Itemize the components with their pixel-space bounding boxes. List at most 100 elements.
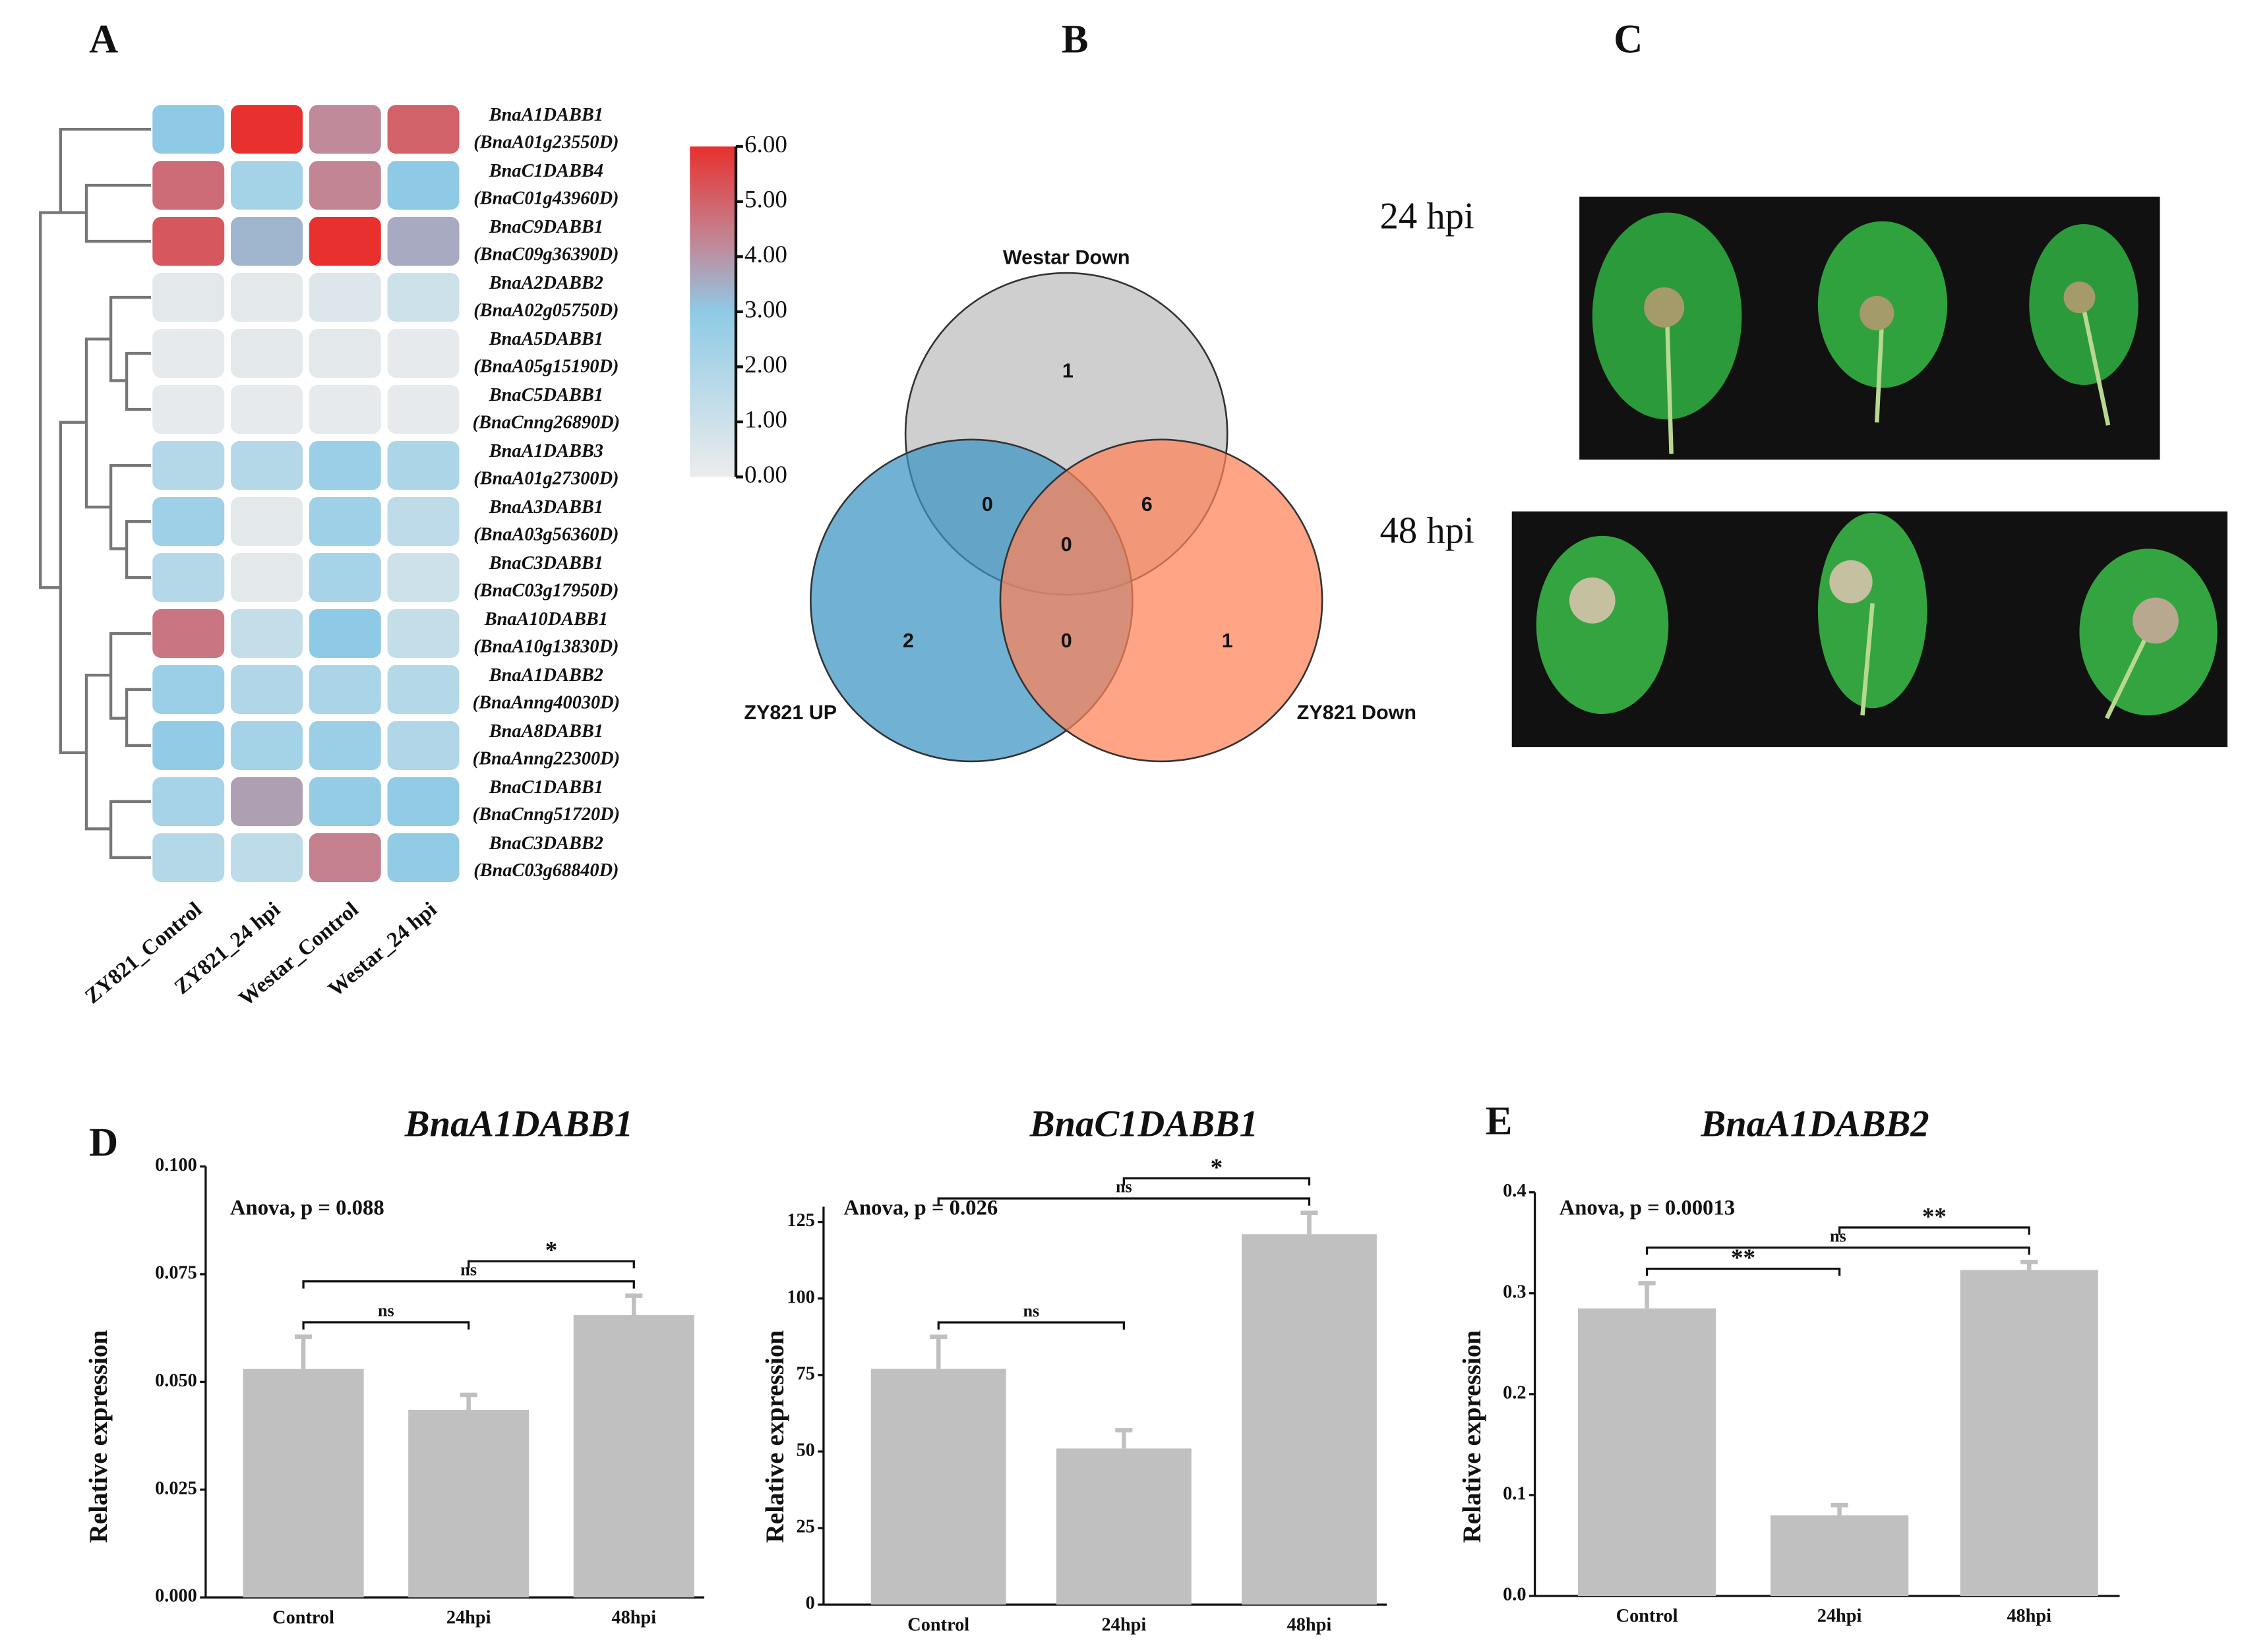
row-label: BnaA2DABB2: [489, 273, 603, 293]
heatmap-cell: [387, 440, 460, 490]
panel-label: B: [1062, 17, 1089, 61]
colorbar-label: 2.00: [744, 351, 787, 378]
row-id: (BnaCnng51720D): [473, 804, 620, 825]
heatmap-cell: [152, 329, 225, 378]
bar: [1770, 1515, 1909, 1597]
heatmap-cell: [152, 777, 225, 826]
heatmap-cell: [231, 217, 303, 266]
heatmap-cell: [387, 217, 460, 266]
y-axis-label: Relative expression: [761, 1330, 789, 1543]
heatmap-cell: [387, 608, 460, 659]
bar: [1577, 1308, 1716, 1597]
annotation: Anova, p = 0.026: [843, 1196, 998, 1220]
heatmap-cell: [309, 273, 381, 322]
significance-label: ns: [378, 1301, 394, 1320]
panel-label: A: [89, 17, 118, 61]
heatmap-cell: [152, 608, 225, 659]
heatmap-cell: [152, 496, 225, 546]
venn-count: 0: [982, 493, 993, 516]
y-tick-label: 50: [797, 1440, 815, 1460]
heatmap-cell: [309, 833, 381, 882]
heatmap-cell: [387, 105, 460, 154]
colorbar-label: 0.00: [744, 461, 787, 488]
heatmap-cell: [231, 777, 303, 826]
error-bar: [294, 1334, 313, 1369]
error-bar: [625, 1293, 643, 1315]
x-tick-label: 24hpi: [1102, 1614, 1147, 1635]
x-tick-label: 48hpi: [2007, 1606, 2051, 1626]
row-label: BnaA1DABB1: [489, 105, 603, 125]
row-label: BnaA8DABB1: [489, 721, 603, 742]
error-bar: [1115, 1428, 1133, 1449]
x-tick-label: 48hpi: [1287, 1614, 1332, 1635]
row-id: (BnaC01g43960D): [473, 188, 619, 208]
heatmap-cell: [309, 552, 381, 603]
row-label: BnaA1DABB2: [489, 665, 603, 686]
row-label: BnaC1DABB1: [489, 777, 603, 798]
heatmap-cell: [309, 721, 381, 771]
bar: [1056, 1448, 1192, 1605]
row-label: BnaC3DABB1: [489, 553, 603, 574]
bar: [243, 1369, 364, 1598]
row-id: (BnaA02g05750D): [473, 300, 619, 320]
significance-bracket: [937, 1197, 1311, 1206]
colorbar-label: 4.00: [744, 241, 787, 268]
heatmap-cell: [309, 385, 381, 434]
row-id: (BnaC03g17950D): [473, 580, 619, 601]
y-tick-label: 0.000: [155, 1586, 197, 1607]
heatmap-cell: [309, 161, 381, 210]
row-label: BnaC5DABB1: [489, 385, 603, 405]
heatmap-cell: [309, 608, 381, 659]
panel-label: E: [1486, 1099, 1513, 1143]
row-id: (BnaA03g56360D): [473, 524, 619, 545]
y-tick-label: 0.100: [155, 1155, 197, 1175]
heatmap-cell: [231, 608, 303, 659]
venn-count: 2: [903, 630, 914, 652]
bar: [573, 1314, 694, 1598]
panel-label: C: [1614, 17, 1643, 61]
heatmap-cell: [152, 552, 225, 603]
row-label: BnaC3DABB2: [489, 833, 603, 854]
x-tick-label: Control: [272, 1607, 334, 1628]
y-tick-label: 0.0: [1503, 1585, 1526, 1605]
venn-count: 0: [1061, 533, 1072, 556]
y-tick-label: 0.075: [155, 1262, 197, 1283]
heatmap-cell: [309, 777, 381, 826]
y-tick-label: 0.3: [1503, 1282, 1526, 1302]
row-label: BnaA10DABB1: [484, 609, 608, 630]
y-tick-label: 75: [797, 1363, 815, 1384]
y-tick-label: 100: [787, 1287, 814, 1307]
significance-bracket: [937, 1321, 1125, 1330]
heatmap-cell: [231, 161, 303, 210]
error-bar: [1300, 1210, 1318, 1235]
bar: [1960, 1270, 2098, 1597]
colorbar: [690, 146, 736, 477]
significance-bracket: [302, 1280, 635, 1289]
heatmap-cell: [231, 105, 303, 154]
heatmap-cell: [309, 440, 381, 490]
row-label: BnaA5DABB1: [489, 329, 603, 349]
heatmap-cell: [152, 273, 225, 322]
y-tick-label: 0.050: [155, 1371, 197, 1391]
significance-label: ns: [1023, 1301, 1039, 1320]
heatmap-cell: [231, 329, 303, 378]
heatmap-cell: [387, 833, 460, 882]
heatmap-cell: [231, 496, 303, 546]
venn-circle: [999, 438, 1323, 763]
y-tick-label: 0.4: [1503, 1181, 1526, 1201]
venn-set-label: Westar Down: [1003, 246, 1130, 268]
annotation: Anova, p = 0.00013: [1560, 1196, 1735, 1220]
row-id: (BnaAnng22300D): [473, 748, 620, 769]
significance-bracket: [1122, 1177, 1311, 1186]
heatmap-cell: [387, 664, 460, 715]
heatmap-cell: [152, 217, 225, 266]
venn-count: 1: [1222, 630, 1233, 652]
heatmap-cell: [387, 273, 460, 322]
bar: [870, 1369, 1006, 1605]
heatmap-cell: [309, 217, 381, 266]
heatmap-cell: [387, 329, 460, 378]
error-bar: [460, 1392, 477, 1410]
x-tick-label: Control: [907, 1614, 969, 1635]
heatmap-cell: [231, 721, 303, 771]
